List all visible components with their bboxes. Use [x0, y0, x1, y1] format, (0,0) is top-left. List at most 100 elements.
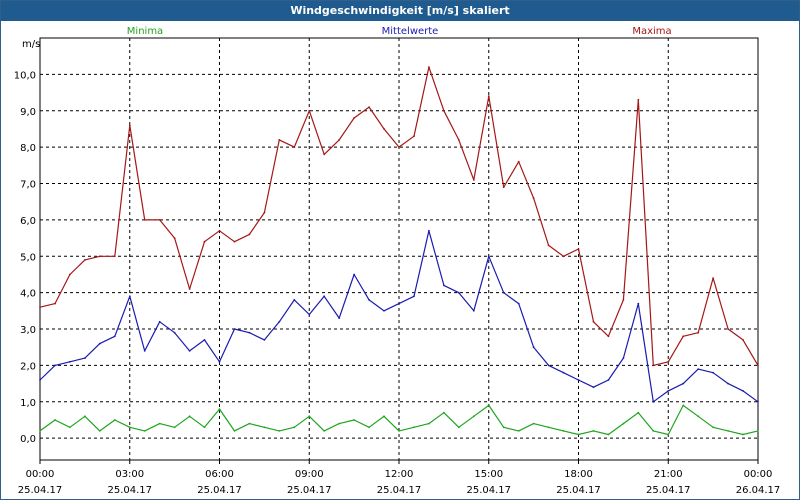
data-point-minima: [592, 430, 595, 432]
data-point-mittelwerte: [278, 320, 281, 323]
data-point-minima: [158, 422, 161, 425]
data-point-maxima: [667, 360, 670, 363]
data-point-minima: [84, 415, 86, 418]
y-tick-label: 8,0: [20, 143, 36, 154]
data-point-minima: [218, 408, 221, 410]
y-tick-label: 0,0: [20, 434, 36, 445]
data-point-mittelwerte: [562, 371, 565, 374]
x-tick-date: 25.04.17: [107, 485, 152, 496]
data-point-minima: [54, 419, 56, 421]
data-point-mittelwerte: [39, 379, 41, 381]
data-point-minima: [128, 426, 131, 429]
x-tick-date: 26.04.17: [736, 485, 781, 496]
data-point-maxima: [652, 364, 655, 367]
data-point-mittelwerte: [368, 299, 370, 301]
data-point-minima: [487, 404, 490, 407]
x-tick-date: 25.04.17: [287, 485, 332, 496]
data-point-mittelwerte: [577, 379, 580, 381]
data-point-maxima: [413, 135, 415, 138]
data-point-maxima: [562, 255, 565, 258]
data-point-maxima: [443, 109, 445, 112]
data-point-maxima: [158, 219, 161, 221]
y-tick-label: 7,0: [20, 180, 36, 191]
data-point-mittelwerte: [383, 309, 385, 312]
data-point-maxima: [188, 288, 191, 290]
data-point-maxima: [577, 248, 580, 250]
x-tick-time: 09:00: [295, 469, 324, 480]
x-tick-time: 06:00: [205, 469, 234, 480]
data-point-minima: [323, 430, 326, 432]
data-point-minima: [742, 433, 744, 436]
data-point-minima: [532, 422, 535, 425]
data-point-maxima: [39, 306, 41, 309]
data-point-minima: [69, 426, 71, 429]
x-tick-time: 15:00: [474, 469, 503, 480]
data-point-mittelwerte: [203, 339, 206, 341]
data-point-maxima: [368, 106, 370, 108]
data-point-mittelwerte: [667, 390, 670, 392]
data-point-mittelwerte: [502, 291, 505, 294]
data-point-minima: [547, 426, 550, 429]
data-point-mittelwerte: [128, 295, 131, 298]
data-point-maxima: [398, 146, 400, 149]
y-tick-label: 9,0: [20, 107, 36, 118]
data-point-minima: [667, 433, 670, 436]
data-point-maxima: [278, 139, 281, 141]
data-point-mittelwerte: [742, 390, 744, 392]
data-point-maxima: [293, 146, 296, 149]
data-point-maxima: [113, 255, 116, 258]
data-point-minima: [577, 433, 580, 436]
data-point-mittelwerte: [592, 386, 595, 389]
legend-minima: Minima: [127, 26, 163, 37]
data-point-maxima: [622, 299, 625, 301]
data-point-mittelwerte: [428, 229, 430, 232]
data-point-maxima: [69, 273, 71, 276]
data-point-mittelwerte: [757, 400, 759, 403]
data-point-minima: [293, 426, 296, 429]
data-point-maxima: [383, 127, 385, 130]
data-point-mittelwerte: [727, 382, 729, 385]
data-point-mittelwerte: [233, 328, 236, 330]
data-point-maxima: [607, 335, 610, 338]
y-tick-label: 1,0: [20, 398, 36, 409]
data-point-maxima: [203, 240, 206, 243]
data-point-mittelwerte: [54, 364, 56, 367]
data-point-mittelwerte: [443, 284, 445, 287]
data-point-mittelwerte: [98, 342, 101, 345]
data-point-minima: [98, 430, 101, 432]
data-point-maxima: [727, 328, 729, 330]
data-point-minima: [682, 404, 685, 407]
data-point-minima: [428, 422, 430, 425]
data-point-mittelwerte: [263, 339, 266, 341]
x-tick-time: 12:00: [385, 469, 414, 480]
data-point-maxima: [353, 117, 355, 119]
data-point-mittelwerte: [338, 317, 341, 319]
data-point-maxima: [697, 331, 700, 334]
data-point-minima: [203, 426, 206, 429]
x-tick-time: 00:00: [26, 469, 55, 480]
data-point-maxima: [218, 229, 221, 232]
data-point-minima: [652, 430, 655, 432]
data-point-maxima: [547, 244, 550, 247]
data-point-minima: [697, 415, 700, 418]
y-tick-label: 6,0: [20, 216, 36, 227]
x-tick-date: 25.04.17: [646, 485, 691, 496]
data-point-minima: [143, 430, 146, 432]
data-point-mittelwerte: [293, 299, 296, 301]
y-axis: 0,0 1,0 2,0 3,0 4,0 5,0 6,0 7,0 8,0 9,0 10,0: [14, 70, 36, 445]
data-point-minima: [398, 430, 400, 432]
y-tick-label: 5,0: [20, 252, 36, 263]
data-point-maxima: [712, 277, 714, 279]
data-point-minima: [637, 411, 640, 414]
data-point-mittelwerte: [398, 302, 400, 305]
data-point-minima: [233, 430, 236, 432]
data-point-minima: [308, 415, 311, 418]
data-point-maxima: [487, 95, 490, 98]
y-tick-label: 4,0: [20, 289, 36, 300]
data-point-minima: [338, 422, 341, 425]
data-point-maxima: [263, 211, 266, 214]
y-tick-label: 3,0: [20, 325, 36, 336]
x-axis: 00:00 25.04.17 03:00 25.04.17 06:00 25.04.17 0…: [18, 460, 781, 496]
data-point-mittelwerte: [487, 255, 490, 258]
